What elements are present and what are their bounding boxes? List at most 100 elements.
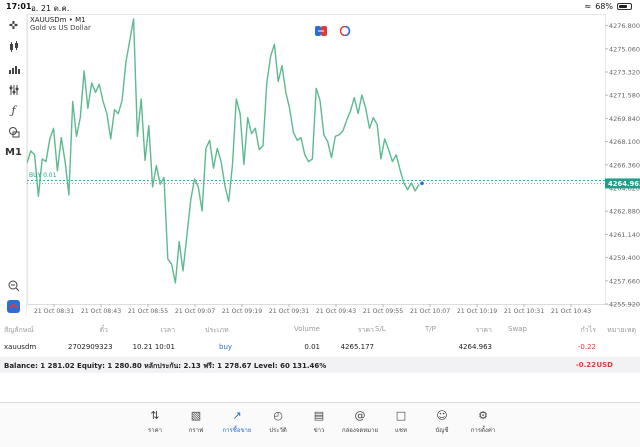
row-symbol: xauusdm <box>4 343 37 351</box>
balance-text: Balance: 1 281.02 Equity: 1 280.80 หลักป… <box>4 362 327 370</box>
row-profit: -0.22 <box>577 343 596 351</box>
column-header: S/L <box>375 325 386 333</box>
price-series-line <box>27 18 420 284</box>
trade-line-label[interactable]: BUY 0.01 <box>29 172 57 179</box>
column-header: T/P <box>425 325 436 333</box>
tab-label: แชท <box>395 427 407 434</box>
timeframe-bars-icon[interactable] <box>5 60 22 77</box>
tab-chat[interactable]: □ แชท <box>381 409 421 435</box>
table-header: สัญลักษณ์ ตั๋ว เวลา ประเภท Volume ราคา S/L T/P ร… <box>0 320 640 338</box>
tab-quotes[interactable]: ⇅ ราคา <box>135 409 175 435</box>
row-ticket: 2702909323 <box>68 343 113 351</box>
account-icon: ☺ <box>436 409 448 422</box>
last-price-dot <box>420 181 424 186</box>
current-price-box <box>605 178 640 189</box>
tab-label: การตั้งค่า <box>470 427 496 434</box>
column-header: กำไร <box>580 326 596 334</box>
column-header: หมายเหตุ <box>607 326 636 334</box>
price-label: 4257.660 <box>609 277 640 285</box>
row-volume: 0.01 <box>304 343 320 351</box>
price-label: 4266.360 <box>609 161 640 169</box>
time-label: 21 Oct 09:31 <box>269 308 309 315</box>
wifi-icon: ≈ <box>584 2 592 11</box>
tab-mailbox[interactable]: @ กล่องจดหมาย <box>340 409 380 435</box>
history-icon: ◴ <box>273 409 283 422</box>
price-label: 4276.800 <box>609 22 640 30</box>
function-icon[interactable]: ƒ <box>11 104 16 117</box>
row-open-price: 4265.177 <box>340 343 374 351</box>
price-label: 4262.880 <box>609 208 640 216</box>
current-price-label: 4264.963 <box>608 180 640 188</box>
settings-icon: ⚙ <box>478 409 488 422</box>
column-header: Volume <box>293 325 320 333</box>
tab-label: การซื้อขาย <box>222 427 252 434</box>
column-header: ราคา <box>475 326 492 334</box>
price-label: 4269.840 <box>609 115 640 123</box>
time-label: 21 Oct 10:43 <box>551 308 591 315</box>
time-label: 21 Oct 09:55 <box>363 308 403 315</box>
shapes-icon[interactable] <box>5 123 22 140</box>
price-label: 4268.100 <box>609 138 640 146</box>
tab-chart[interactable]: ▧ กราฟ <box>176 409 216 435</box>
status-bar: 17:01 อ. 21 ต.ค. ≈ 68% <box>0 0 640 14</box>
column-header: ประเภท <box>205 326 229 334</box>
bottom-tab-bar: ⇅ ราคา ▧ กราฟ ↗ การซื้อขาย ◴ ประวัติ ▤ ข่าว @ กล่อง… <box>0 402 640 447</box>
one-click-trade-icon[interactable] <box>315 21 327 36</box>
column-header: Swap <box>508 325 527 333</box>
row-time: 10.21 10:01 <box>132 343 175 351</box>
tab-history[interactable]: ◴ ประวัติ <box>258 409 298 435</box>
price-label: 4271.580 <box>609 92 640 100</box>
tab-news[interactable]: ▤ ข่าว <box>299 409 339 435</box>
table-row[interactable]: xauusdm 2702909323 10.21 10:01 buy 0.01 … <box>0 338 640 356</box>
battery-percent: 68% <box>595 2 613 11</box>
column-header: ตั๋ว <box>99 326 108 334</box>
time-label: 21 Oct 08:55 <box>128 308 168 315</box>
balance-bar: Balance: 1 281.02 Equity: 1 280.80 หลักป… <box>0 357 640 373</box>
chart-description: Gold vs US Dollar <box>30 24 91 32</box>
time-label: 21 Oct 10:19 <box>457 308 497 315</box>
indicator-toggle-icon[interactable] <box>339 21 351 37</box>
tab-settings[interactable]: ⚙ การตั้งค่า <box>463 409 503 435</box>
crosshair-icon[interactable]: ✜ <box>8 19 19 32</box>
timeframe-m1-button[interactable]: M1 <box>5 147 22 158</box>
app-logo-icon[interactable] <box>5 298 22 315</box>
trade-icon: ↗ <box>232 409 242 422</box>
news-icon: ▤ <box>313 409 325 422</box>
chart-symbol: XAUUSDm • M1 <box>30 16 86 24</box>
candlestick-icon[interactable] <box>5 38 22 55</box>
time-label: 21 Oct 10:31 <box>504 308 544 315</box>
price-label: 4275.060 <box>609 45 640 53</box>
tab-label: ประวัติ <box>269 427 287 434</box>
tab-label: ข่าว <box>313 427 325 434</box>
tab-account[interactable]: ☺ บัญชี <box>422 409 462 435</box>
time-label: 21 Oct 08:43 <box>81 308 121 315</box>
time-label: 21 Oct 10:07 <box>410 308 450 315</box>
status-date: อ. 21 ต.ค. <box>31 4 70 13</box>
time-label: 21 Oct 09:43 <box>316 308 356 315</box>
price-label: 4259.400 <box>609 254 640 262</box>
tab-trade[interactable]: ↗ การซื้อขาย <box>217 409 257 435</box>
price-label: 4255.920 <box>609 301 640 309</box>
column-header: สัญลักษณ์ <box>4 326 34 334</box>
time-label: 21 Oct 08:31 <box>34 308 74 315</box>
zoom-out-icon[interactable] <box>5 277 22 294</box>
price-label: 4264.620 <box>609 185 640 193</box>
status-time: 17:01 <box>6 2 32 11</box>
tab-label: ราคา <box>148 427 162 434</box>
indicators-icon[interactable] <box>5 81 22 98</box>
column-header: เวลา <box>160 326 175 334</box>
plot-frame <box>27 14 606 305</box>
price-chart[interactable]: 4276.800 4275.060 4273.320 4271.580 4269.840… <box>27 14 640 316</box>
balance-currency: USD <box>596 361 613 369</box>
row-type: buy <box>219 343 233 351</box>
row-price: 4264.963 <box>458 343 492 351</box>
time-label: 21 Oct 09:07 <box>175 308 215 315</box>
positions-table: สัญลักษณ์ ตั๋ว เวลา ประเภท Volume ราคา S/L T/P ร… <box>0 320 640 356</box>
tab-label: กล่องจดหมาย <box>341 427 379 434</box>
quotes-icon: ⇅ <box>150 409 160 422</box>
chart-toolbar: ✜ ƒ M1 <box>0 14 27 316</box>
chat-icon: □ <box>395 409 407 422</box>
mailbox-icon: @ <box>354 409 366 422</box>
battery-icon <box>617 3 632 10</box>
price-label: 4273.320 <box>609 69 640 77</box>
